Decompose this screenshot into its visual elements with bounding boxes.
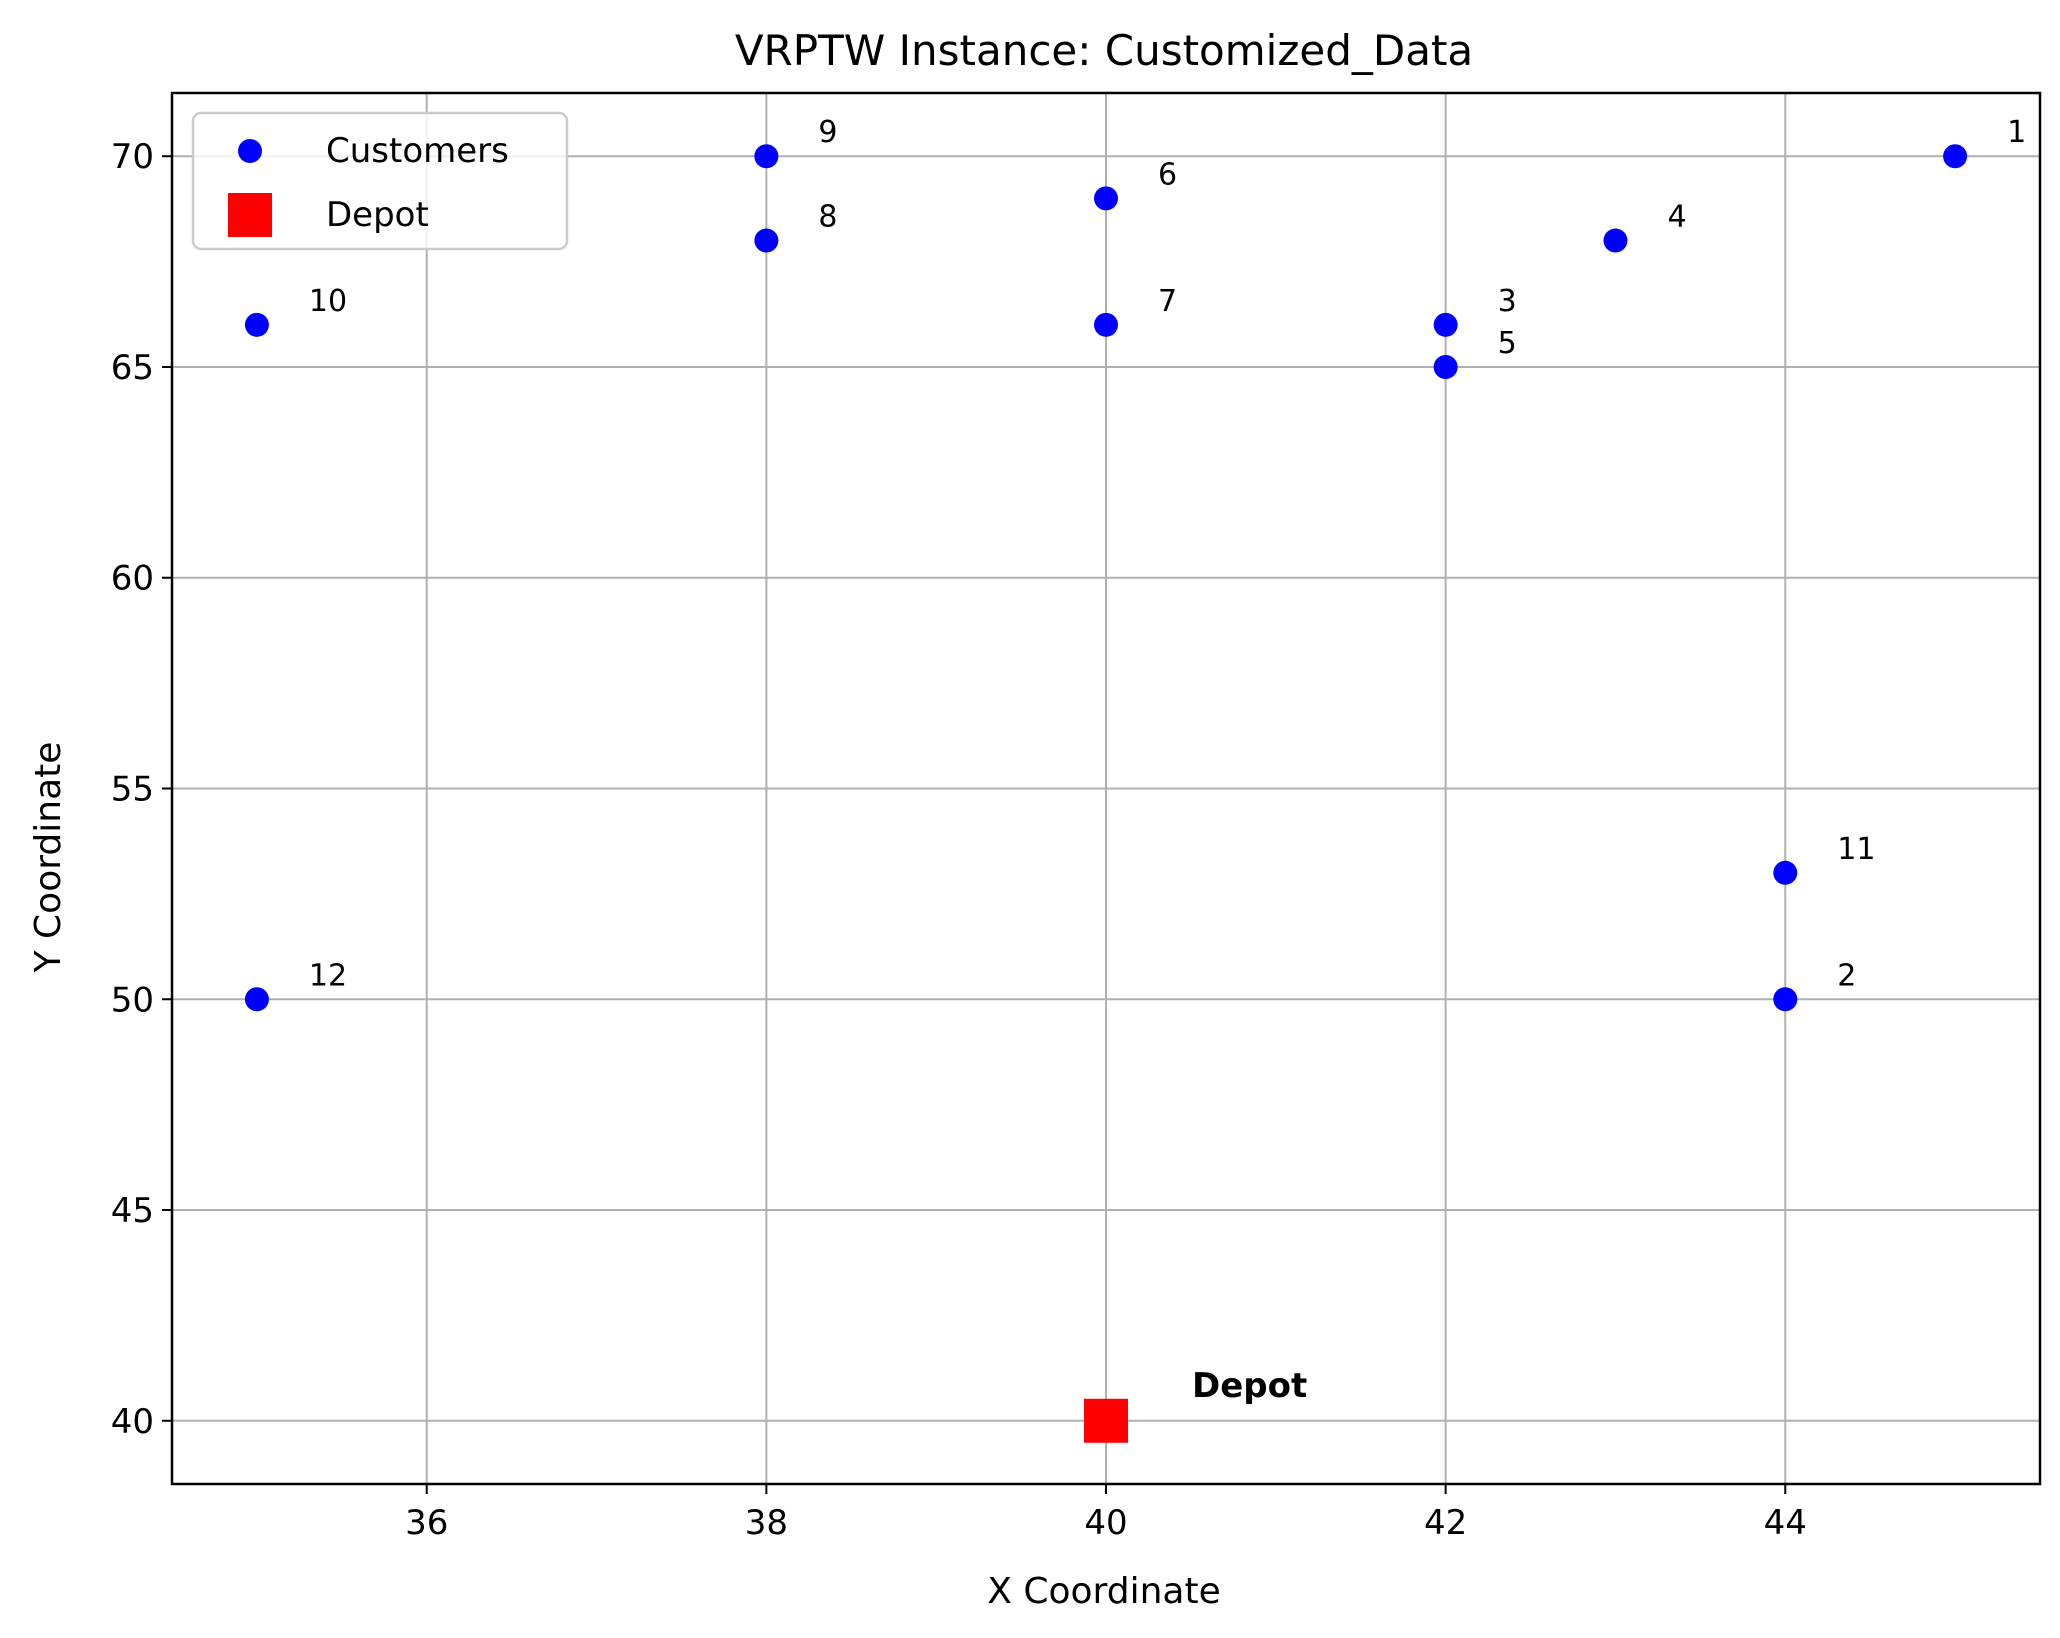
customer-label: 9	[818, 115, 837, 150]
depot-label: Depot	[1192, 1366, 1307, 1406]
customer-label: 12	[309, 958, 347, 993]
x-axis-label: X Coordinate	[987, 1571, 1220, 1612]
customer-point	[754, 228, 779, 253]
customer-point	[1773, 860, 1798, 885]
customer-label: 6	[1158, 157, 1177, 192]
y-tick-label: 60	[111, 559, 154, 599]
y-axis-label: Y Coordinate	[28, 742, 69, 974]
customer-label: 7	[1158, 284, 1177, 319]
customer-point	[1433, 354, 1458, 379]
customer-label: 4	[1667, 200, 1686, 235]
x-tick-label: 36	[405, 1503, 448, 1543]
customer-label: 2	[1837, 958, 1856, 993]
y-tick-label: 70	[111, 137, 154, 177]
y-tick-label: 55	[111, 770, 154, 810]
customer-point	[1943, 144, 1968, 169]
legend-depot-marker	[228, 193, 272, 237]
customer-point	[1094, 186, 1118, 211]
customer-label: 11	[1837, 832, 1875, 867]
plot-area-frame	[170, 91, 2042, 1486]
customer-point	[754, 144, 779, 169]
legend: Customers Depot	[191, 111, 569, 251]
customer-label: 10	[309, 284, 347, 319]
customer-point	[1094, 312, 1118, 337]
chart-title: VRPTW Instance: Customized_Data	[735, 26, 1473, 75]
x-tick-label: 40	[1084, 1503, 1127, 1543]
legend-depot-label: Depot	[326, 195, 429, 235]
customer-label: 5	[1498, 326, 1517, 361]
y-tick-label: 65	[111, 348, 154, 388]
customer-label: 1	[2007, 115, 2026, 150]
x-tick-label: 44	[1764, 1503, 1807, 1543]
customer-label: 3	[1498, 284, 1517, 319]
depot-marker	[1084, 1398, 1128, 1443]
x-tick-label: 42	[1424, 1503, 1467, 1543]
y-tick-label: 45	[111, 1191, 154, 1231]
customer-point	[1433, 312, 1458, 337]
customer-point	[1773, 987, 1798, 1012]
legend-customers-label: Customers	[326, 131, 509, 171]
y-tick-label: 50	[111, 980, 154, 1020]
legend-frame	[191, 111, 569, 251]
legend-customers-marker	[238, 139, 262, 163]
x-tick-label: 38	[745, 1503, 788, 1543]
customer-point	[1603, 228, 1628, 253]
customer-point	[244, 987, 269, 1012]
customer-point	[244, 312, 269, 337]
customer-label: 8	[818, 200, 837, 235]
y-tick-label: 40	[111, 1402, 154, 1442]
